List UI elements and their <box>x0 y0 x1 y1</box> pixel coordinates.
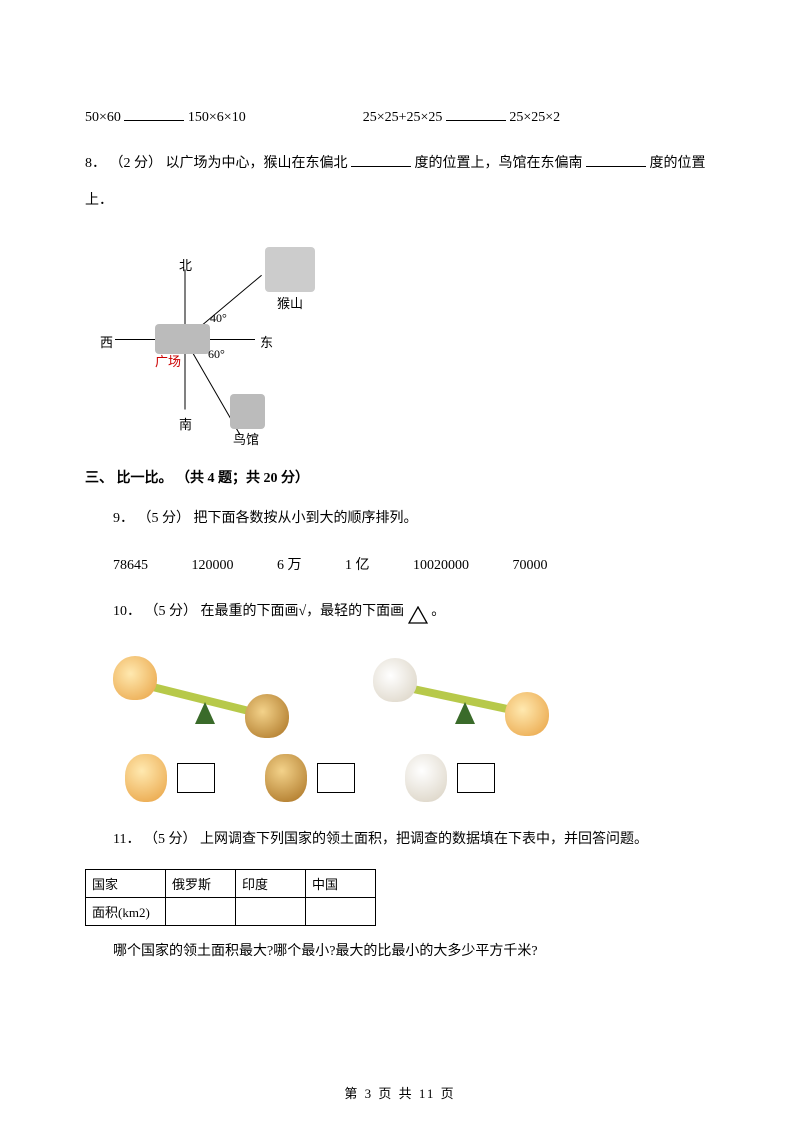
q7-blank-1[interactable] <box>124 107 184 121</box>
q10-text-a: 在最重的下面画√，最轻的下面画 <box>201 604 405 619</box>
answer-row <box>125 754 715 802</box>
q8-blank-1[interactable] <box>351 153 411 167</box>
tiger-icon-2 <box>505 692 549 736</box>
country-table: 国家 俄罗斯 印度 中国 面积(km2) <box>85 869 376 926</box>
q9-points: （5 分） <box>138 511 191 526</box>
center-label: 广场 <box>155 351 181 370</box>
answer-item-1 <box>125 754 215 802</box>
section-3-label: 三、 比一比。 <box>85 471 173 486</box>
cell-russia[interactable] <box>166 897 236 925</box>
cell-china[interactable] <box>306 897 376 925</box>
q11-num: 11． <box>113 832 140 847</box>
q7-left-a: 50×60 <box>85 110 121 125</box>
q9-n2: 120000 <box>192 548 234 584</box>
th-india: 印度 <box>236 869 306 897</box>
q9-line: 9． （5 分） 把下面各数按从小到大的顺序排列。 <box>113 501 715 537</box>
q7-left-b: 150×6×10 <box>188 110 246 125</box>
q10-text-b: 。 <box>431 604 445 619</box>
seesaw-2 <box>365 646 565 746</box>
q9-n1: 78645 <box>113 548 148 584</box>
seesaw-1 <box>105 646 305 746</box>
q7-right-a: 25×25+25×25 <box>363 110 443 125</box>
q8-blank-2[interactable] <box>586 153 646 167</box>
tiger-small-icon <box>125 754 167 802</box>
th-china: 中国 <box>306 869 376 897</box>
east-label: 东 <box>260 332 273 351</box>
answer-item-2 <box>265 754 355 802</box>
seesaw-group <box>105 646 715 746</box>
tiger-icon <box>113 656 157 700</box>
q10-num: 10． <box>113 604 141 619</box>
q7-blank-2[interactable] <box>446 107 506 121</box>
q8-text-b: 度的位置上，鸟馆在东偏南 <box>415 156 583 171</box>
cat-small-icon <box>405 754 447 802</box>
q8-num: 8． <box>85 156 106 171</box>
angle-40: 40° <box>210 311 227 326</box>
th-country: 国家 <box>86 869 166 897</box>
west-label: 西 <box>100 332 113 351</box>
south-label: 南 <box>179 414 192 433</box>
q9-n6: 70000 <box>513 548 548 584</box>
th-russia: 俄罗斯 <box>166 869 236 897</box>
monkey-label: 猴山 <box>277 293 303 312</box>
q11-follow: 哪个国家的领土面积最大?哪个最小?最大的比最小的大多少平方千米? <box>113 934 715 970</box>
q11-line: 11． （5 分） 上网调查下列国家的领土面积，把调查的数据填在下表中，并回答问… <box>113 822 715 858</box>
angle-60: 60° <box>208 347 225 362</box>
north-label: 北 <box>179 255 192 274</box>
lion-small-icon <box>265 754 307 802</box>
cat-icon <box>373 658 417 702</box>
q9-text: 把下面各数按从小到大的顺序排列。 <box>194 511 418 526</box>
answer-box-1[interactable] <box>177 763 215 793</box>
q8-line: 8． （2 分） 以广场为中心，猴山在东偏北 度的位置上，鸟馆在东偏南 度的位置… <box>85 146 715 219</box>
q9-n5: 10020000 <box>413 548 469 584</box>
q9-n4: 1 亿 <box>345 548 370 584</box>
q7-line: 50×60 150×6×10 25×25+25×25 25×25×2 <box>85 100 715 136</box>
q11-points: （5 分） <box>144 832 197 847</box>
q9-num: 9． <box>113 511 134 526</box>
lion-icon <box>245 694 289 738</box>
cell-india[interactable] <box>236 897 306 925</box>
q8-text-a: 以广场为中心，猴山在东偏北 <box>166 156 348 171</box>
q11-text: 上网调查下列国家的领土面积，把调查的数据填在下表中，并回答问题。 <box>200 832 648 847</box>
bird-label: 鸟馆 <box>233 429 259 448</box>
q9-numbers: 78645 120000 6 万 1 亿 10020000 70000 <box>113 548 715 584</box>
q10-points: （5 分） <box>145 604 198 619</box>
page-footer: 第 3 页 共 11 页 <box>0 1083 800 1102</box>
triangle-icon <box>408 603 428 621</box>
section-3-meta: （共 4 题；共 20 分） <box>176 471 309 486</box>
compass-diagram: 北 南 东 西 广场 40° 60° 猴山 鸟馆 <box>95 229 335 439</box>
answer-box-2[interactable] <box>317 763 355 793</box>
answer-box-3[interactable] <box>457 763 495 793</box>
section-3-title: 三、 比一比。 （共 4 题；共 20 分） <box>85 467 715 487</box>
q9-n3: 6 万 <box>277 548 302 584</box>
answer-item-3 <box>405 754 495 802</box>
row-area-label: 面积(km2) <box>86 897 166 925</box>
q10-line: 10． （5 分） 在最重的下面画√，最轻的下面画 。 <box>113 594 715 630</box>
q7-right-b: 25×25×2 <box>509 110 560 125</box>
q8-points: （2 分） <box>110 156 163 171</box>
